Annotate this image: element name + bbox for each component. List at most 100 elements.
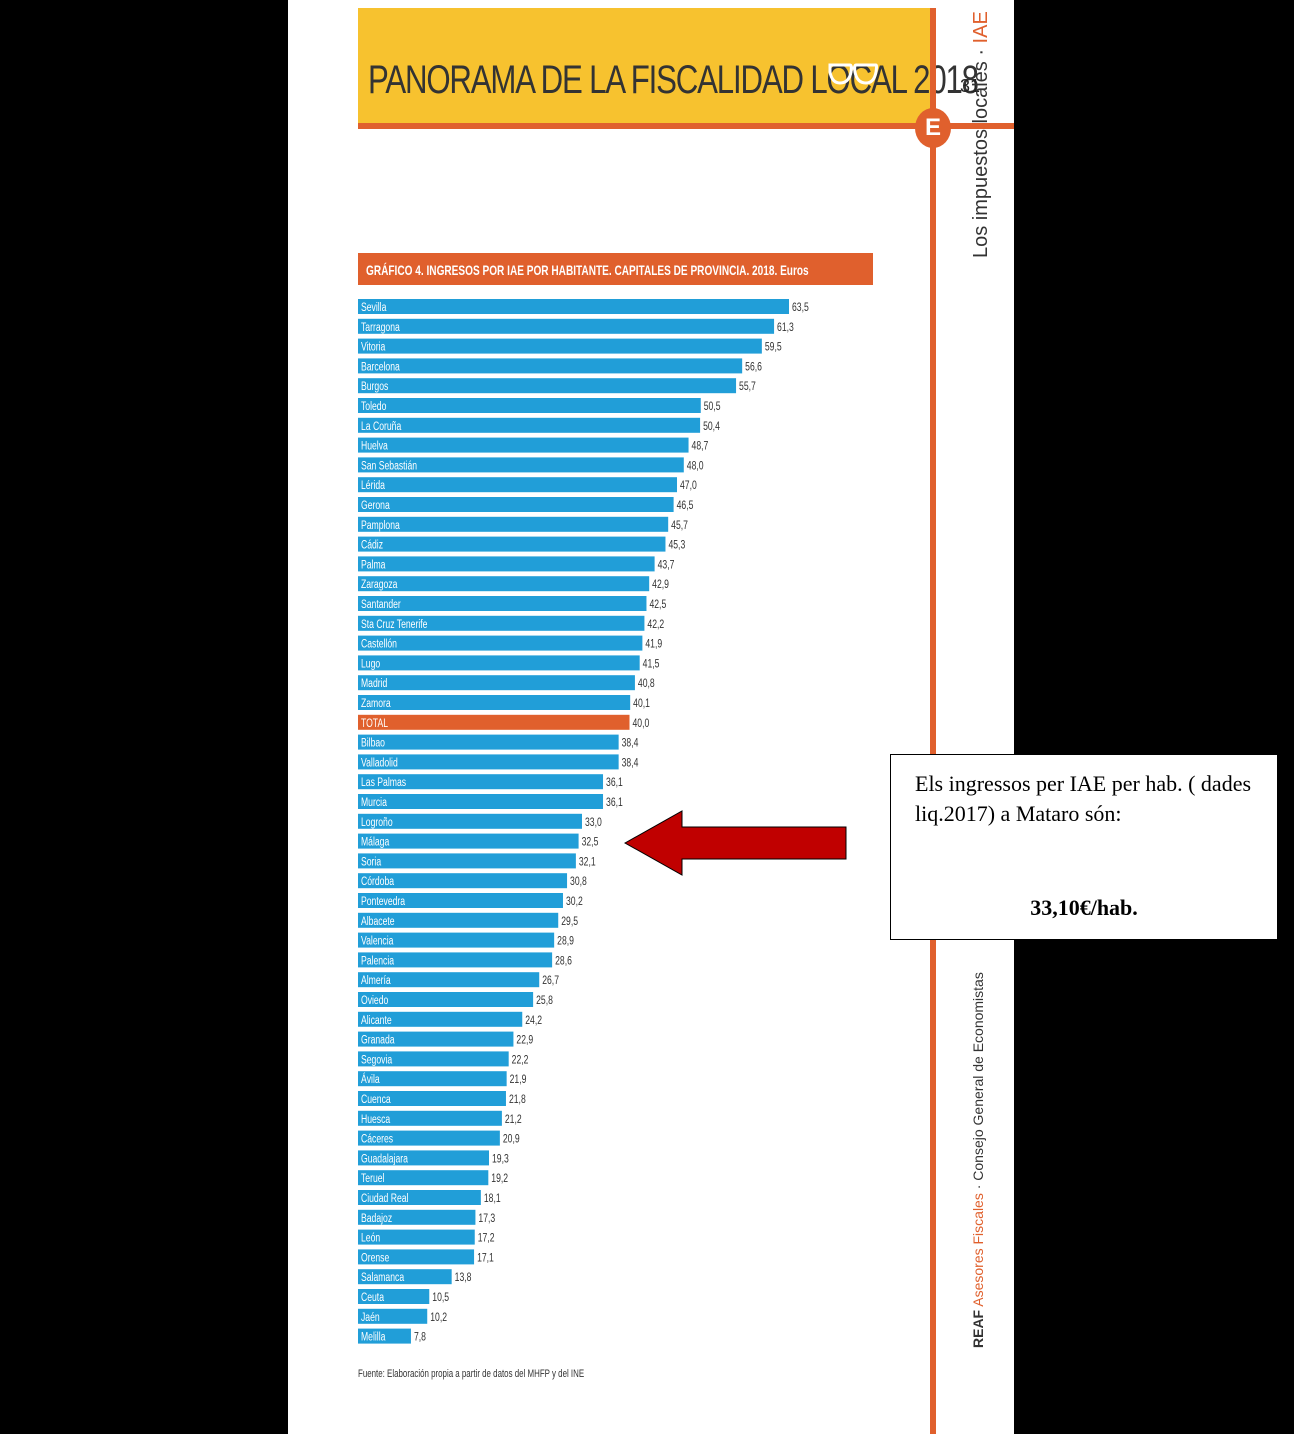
bar-28 <box>358 853 576 869</box>
category-label: Valencia <box>361 935 394 948</box>
callout-value: 33,10€/hab. <box>1030 895 1138 920</box>
category-label: Alicante <box>361 1015 392 1028</box>
bar-4 <box>358 378 737 394</box>
category-label: Cuenca <box>361 1094 391 1107</box>
bar-39 <box>358 1071 507 1087</box>
bar-35 <box>358 992 534 1007</box>
bar-50 <box>358 1289 430 1304</box>
category-label: Sevilla <box>361 302 387 315</box>
value-label: 38,4 <box>622 737 639 750</box>
bar-9 <box>358 477 678 493</box>
value-label: 41,9 <box>645 638 662 651</box>
bar-31 <box>358 912 559 928</box>
category-label: Oviedo <box>361 995 388 1008</box>
value-label: 18,1 <box>484 1193 501 1206</box>
value-label: 43,7 <box>658 559 675 572</box>
bar-33 <box>358 952 553 968</box>
value-label: 29,5 <box>561 916 578 929</box>
category-label: Pamplona <box>361 520 400 533</box>
bar-37 <box>358 1031 514 1047</box>
category-label: Logroño <box>361 817 393 830</box>
bar-25 <box>358 794 604 809</box>
red-arrow-icon <box>623 810 847 876</box>
value-label: 40,8 <box>638 678 655 691</box>
value-label: 22,9 <box>516 1034 533 1047</box>
category-label: Teruel <box>361 1173 384 1186</box>
bar-2 <box>358 338 762 354</box>
bar-23 <box>358 754 619 770</box>
category-label: Zaragoza <box>361 579 398 592</box>
value-label: 36,1 <box>606 797 623 810</box>
value-label: 20,9 <box>503 1133 520 1146</box>
bar-46 <box>358 1209 476 1225</box>
header-rule <box>358 123 1014 129</box>
category-label: Salamanca <box>361 1272 404 1285</box>
bar-34 <box>358 972 540 988</box>
value-label: 42,2 <box>647 619 664 632</box>
value-label: 48,0 <box>687 460 704 473</box>
category-label: Cáceres <box>361 1133 393 1146</box>
value-label: 13,8 <box>455 1272 472 1285</box>
value-label: 63,5 <box>792 302 809 315</box>
category-label: Sta Cruz Tenerife <box>361 619 428 632</box>
bar-6 <box>358 417 701 433</box>
category-label: Pontevedra <box>361 896 405 909</box>
bar-3 <box>358 358 743 374</box>
category-label: Las Palmas <box>361 777 406 790</box>
bar-32 <box>358 932 555 948</box>
value-label: 56,6 <box>745 361 762 374</box>
category-label: Córdoba <box>361 876 394 889</box>
value-label: 21,2 <box>505 1114 522 1127</box>
value-label: 10,5 <box>432 1292 449 1305</box>
category-label: TOTAL <box>361 718 388 731</box>
bar-13 <box>358 556 655 572</box>
category-label: San Sebastián <box>361 460 417 473</box>
value-label: 21,8 <box>509 1094 526 1107</box>
bar-30 <box>358 893 563 908</box>
value-label: 41,5 <box>643 658 660 671</box>
category-label: Castellón <box>361 638 397 651</box>
category-label: Palencia <box>361 955 394 968</box>
value-label: 45,7 <box>671 520 688 533</box>
value-label: 17,1 <box>477 1252 494 1265</box>
value-label: 46,5 <box>677 500 694 513</box>
bar-7 <box>358 437 689 453</box>
value-label: 50,5 <box>704 401 721 414</box>
chart-title-bar <box>358 253 873 285</box>
value-label: 48,7 <box>692 440 709 453</box>
bar-51 <box>358 1308 428 1324</box>
bar-44 <box>358 1170 489 1186</box>
bar-17 <box>358 635 643 651</box>
value-label: 28,6 <box>555 955 572 968</box>
value-label: 59,5 <box>765 341 782 354</box>
value-label: 7,8 <box>414 1331 426 1344</box>
bar-20 <box>358 695 631 710</box>
bar-47 <box>358 1229 475 1245</box>
category-label: Badajoz <box>361 1213 392 1226</box>
value-label: 19,3 <box>492 1153 509 1166</box>
value-label: 26,7 <box>542 975 559 988</box>
glasses-icon <box>828 63 878 85</box>
page-number: 31 <box>960 76 981 96</box>
category-label: La Coruña <box>361 421 401 434</box>
category-label: Orense <box>361 1252 389 1265</box>
bar-45 <box>358 1190 481 1205</box>
category-label: Segovia <box>361 1054 392 1067</box>
bar-21 <box>358 714 630 730</box>
bar-chart: Sevilla 63,5 Tarragona 61,3 Vitoria 59,5 Barce… <box>358 299 809 1344</box>
annotation-callout: Els ingressos per IAE per hab. ( dades l… <box>890 754 1278 940</box>
bar-36 <box>358 1011 523 1027</box>
value-label: 21,9 <box>510 1074 527 1087</box>
category-label: Gerona <box>361 500 390 513</box>
value-label: 24,2 <box>525 1015 542 1028</box>
category-label: Melilla <box>361 1331 386 1344</box>
category-label: Granada <box>361 1034 395 1047</box>
bar-15 <box>358 596 647 611</box>
vertical-rule <box>930 8 936 1434</box>
value-label: 25,8 <box>536 995 553 1008</box>
category-label: Jaén <box>361 1312 380 1325</box>
value-label: 50,4 <box>703 421 720 434</box>
category-label: Madrid <box>361 678 388 691</box>
category-label: Burgos <box>361 381 388 394</box>
